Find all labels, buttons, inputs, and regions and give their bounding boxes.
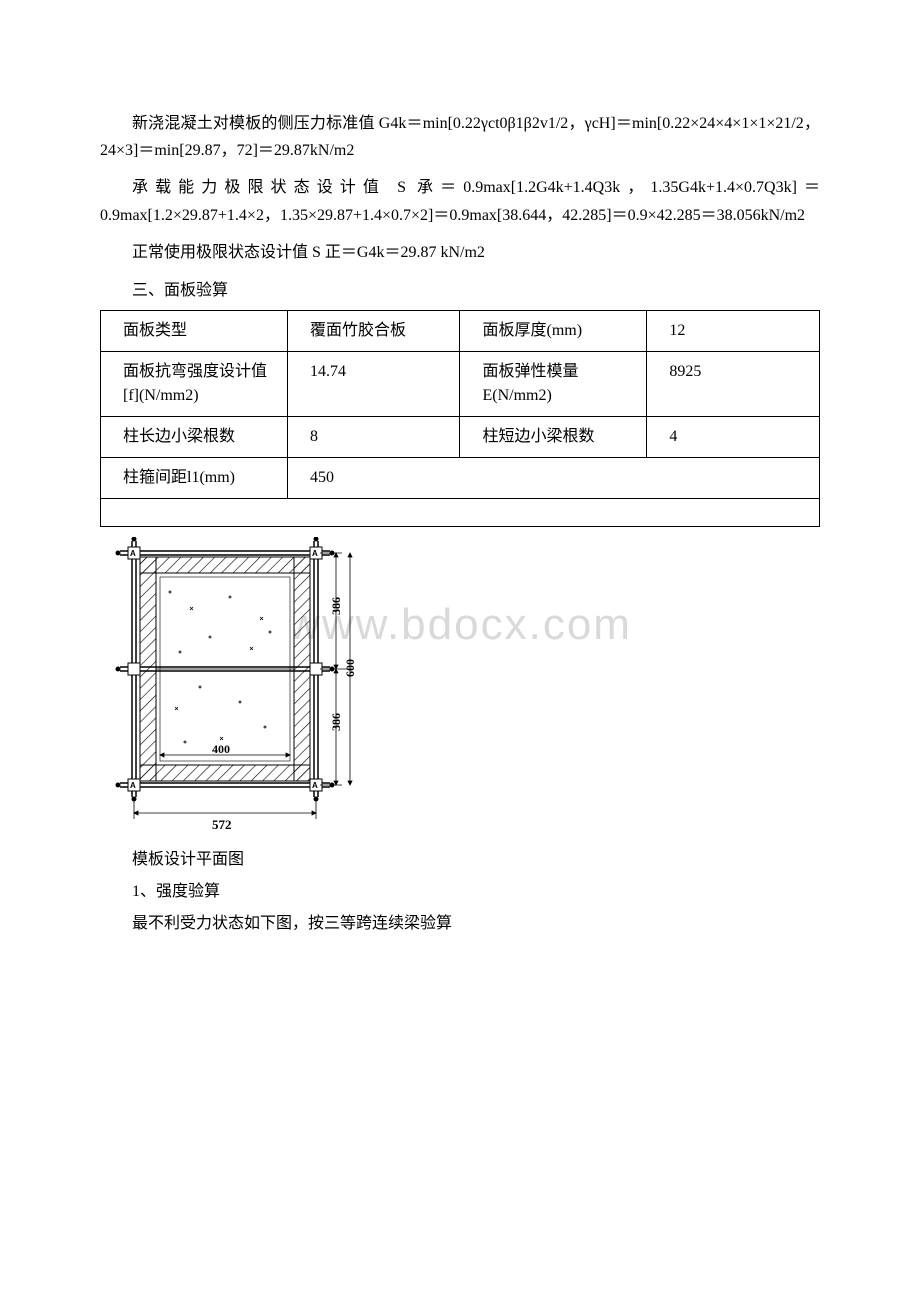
- paragraph-2: 承载能力极限状态设计值 S 承＝0.9max[1.2G4k+1.4Q3k，1.3…: [100, 174, 820, 228]
- dim-label-386-top: 386: [329, 597, 343, 615]
- table-cell-empty: [101, 498, 820, 526]
- table-row: 柱长边小梁根数 8 柱短边小梁根数 4: [101, 416, 820, 457]
- table-cell: 14.74: [287, 351, 460, 416]
- svg-text:A: A: [130, 781, 136, 790]
- dim-label-572: 572: [212, 817, 232, 832]
- subsection-1-title: 1、强度验算: [100, 877, 820, 901]
- formwork-plan-diagram: A A A A: [110, 537, 820, 837]
- table-cell: 面板抗弯强度设计值[f](N/mm2): [101, 351, 288, 416]
- dim-label-386-bot: 386: [329, 713, 343, 731]
- dim-label-400: 400: [212, 742, 230, 756]
- svg-text:A: A: [312, 549, 318, 558]
- table-cell: 面板类型: [101, 310, 288, 351]
- svg-text:A: A: [130, 549, 136, 558]
- dim-label-600: 600: [343, 659, 357, 677]
- table-row: 柱箍间距l1(mm) 450: [101, 457, 820, 498]
- panel-check-table: 面板类型 覆面竹胶合板 面板厚度(mm) 12 面板抗弯强度设计值[f](N/m…: [100, 310, 820, 527]
- diagram-caption: 模板设计平面图: [100, 845, 820, 869]
- table-cell: 4: [647, 416, 820, 457]
- table-cell: 12: [647, 310, 820, 351]
- paragraph-3: 正常使用极限状态设计值 S 正＝G4k＝29.87 kN/m2: [100, 239, 820, 266]
- table-cell: 柱长边小梁根数: [101, 416, 288, 457]
- table-row: 面板类型 覆面竹胶合板 面板厚度(mm) 12: [101, 310, 820, 351]
- table-cell: 面板弹性模量 E(N/mm2): [460, 351, 647, 416]
- table-cell: 450: [287, 457, 819, 498]
- table-cell: 面板厚度(mm): [460, 310, 647, 351]
- subsection-1-text: 最不利受力状态如下图，按三等跨连续梁验算: [100, 909, 820, 933]
- table-cell: 8925: [647, 351, 820, 416]
- table-row: 面板抗弯强度设计值[f](N/mm2) 14.74 面板弹性模量 E(N/mm2…: [101, 351, 820, 416]
- table-cell: 柱短边小梁根数: [460, 416, 647, 457]
- table-cell: 覆面竹胶合板: [287, 310, 460, 351]
- table-cell: 8: [287, 416, 460, 457]
- paragraph-1: 新浇混凝土对模板的侧压力标准值 G4k＝min[0.22γct0β1β2v1/2…: [100, 110, 820, 164]
- svg-text:A: A: [312, 781, 318, 790]
- section-title-3: 三、面板验算: [100, 276, 820, 300]
- diagram-svg: A A A A: [110, 537, 370, 837]
- table-row-empty: [101, 498, 820, 526]
- table-cell: 柱箍间距l1(mm): [101, 457, 288, 498]
